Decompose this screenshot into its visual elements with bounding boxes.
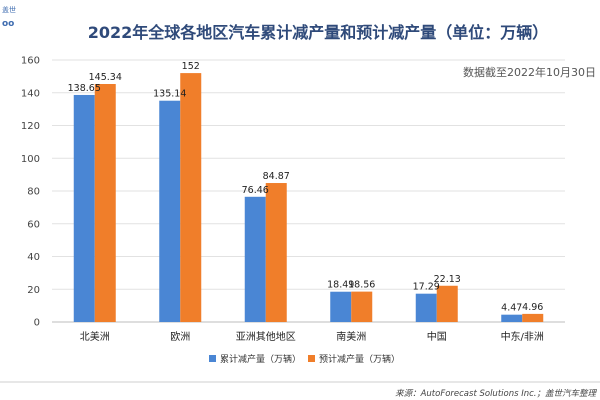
y-tick-label: 100 (21, 154, 40, 165)
y-tick-label: 140 (21, 88, 40, 99)
bar-series-1-1 (159, 100, 181, 322)
bar-series-2-1 (180, 73, 202, 322)
value-label-series-2-5: 4.96 (522, 302, 543, 313)
y-tick-label: 80 (27, 187, 40, 198)
value-label-series-2-3: 18.56 (348, 280, 375, 291)
y-axis-ticks: 0 20 40 60 80 100 120 140 160 (21, 56, 40, 329)
y-tick-label: 60 (27, 219, 40, 230)
bar-series-1-0 (73, 94, 95, 322)
bar-series-1-4 (415, 293, 437, 322)
category-label-4: 中国 (427, 330, 447, 343)
bar-series-1-3 (330, 291, 352, 322)
y-tick-label: 40 (27, 252, 40, 263)
y-tick-label: 160 (21, 56, 40, 67)
logo-bottom-text: oo (2, 19, 14, 29)
value-label-series-2-1: 152 (182, 61, 200, 72)
legend-label-series-2: 预计减产量（万辆） (319, 353, 400, 365)
category-label-1: 欧洲 (170, 331, 190, 343)
value-label-series-1-1: 135.14 (153, 89, 186, 100)
value-label-series-1-3: 18.49 (327, 280, 354, 291)
legend: 累计减产量（万辆） 预计减产量（万辆） (209, 353, 400, 365)
bar-series-2-5 (522, 313, 544, 322)
bars (73, 73, 544, 322)
source-text: 来源：AutoForecast Solutions Inc.；盖世汽车整理 (395, 388, 597, 399)
value-label-series-1-4: 17.29 (413, 282, 440, 293)
legend-swatch-series-2 (308, 355, 315, 362)
bar-series-2-4 (436, 285, 458, 322)
legend-swatch-series-1 (209, 355, 216, 362)
category-label-2: 亚洲其他地区 (236, 330, 296, 343)
brand-logo: 盖世 oo (2, 5, 16, 29)
value-label-series-2-0: 145.34 (89, 72, 122, 83)
category-labels: 北美洲 欧洲 亚洲其他地区 南美洲 中国 中东/非洲 (80, 330, 544, 343)
category-label-5: 中东/非洲 (501, 330, 544, 343)
legend-label-series-1: 累计减产量（万辆） (220, 353, 301, 365)
logo-top-text: 盖世 (2, 5, 16, 14)
y-tick-label: 0 (34, 318, 40, 329)
category-label-0: 北美洲 (80, 330, 110, 343)
value-label-series-1-5: 4.47 (501, 303, 522, 314)
y-tick-label: 120 (21, 121, 40, 132)
bar-series-1-2 (244, 196, 266, 322)
category-label-3: 南美洲 (336, 330, 366, 343)
value-label-series-2-2: 84.87 (263, 171, 290, 182)
gridlines (52, 59, 565, 290)
value-label-series-1-2: 76.46 (242, 185, 269, 196)
bar-series-2-0 (94, 84, 116, 322)
data-date-note: 数据截至2022年10月30日 (463, 65, 596, 79)
y-tick-label: 20 (27, 285, 40, 296)
bar-series-2-2 (265, 183, 287, 322)
bar-series-1-5 (501, 314, 523, 322)
bar-series-2-3 (351, 291, 373, 322)
value-label-series-2-4: 22.13 (434, 274, 461, 285)
value-label-series-1-0: 138.65 (68, 83, 101, 94)
chart-title: 2022年全球各地区汽车累计减产量和预计减产量（单位：万辆） (88, 23, 549, 42)
